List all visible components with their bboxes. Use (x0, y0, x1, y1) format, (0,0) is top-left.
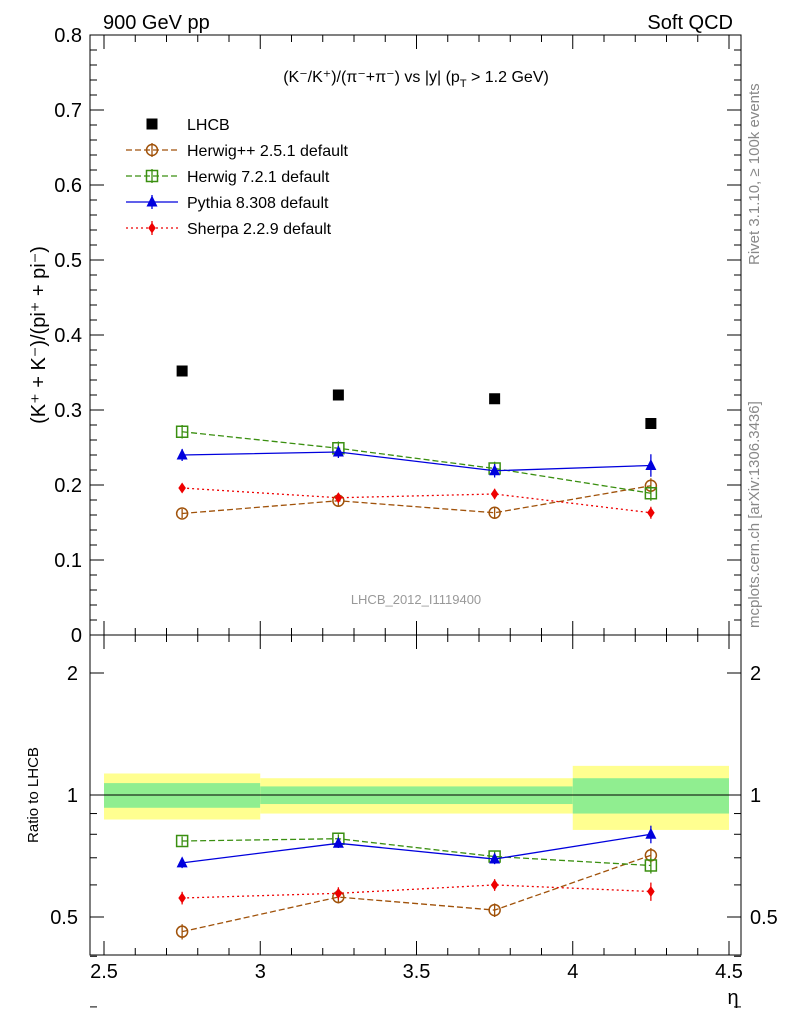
ratio-band-inner (572, 778, 729, 814)
ratio-series (175, 825, 658, 940)
series-line-herwigpp (182, 485, 651, 515)
ratio-ytick-label: 0.5 (50, 907, 78, 929)
point-lhcb (332, 389, 344, 401)
ratio-point-pythia (645, 827, 657, 839)
point-lhcb (645, 418, 657, 429)
point-herwig7 (175, 425, 189, 438)
ratio-series-sherpa (178, 879, 655, 905)
main-ytick-label: 0.7 (54, 100, 82, 122)
x-axis-label: η (727, 987, 738, 1009)
ratio-bands (104, 765, 729, 830)
legend-label-herwig7: Herwig 7.2.1 default (187, 169, 330, 186)
ratio-point-herwigpp (175, 925, 189, 938)
point-pythia (176, 448, 188, 460)
main-ytick-label: 0.4 (54, 325, 82, 347)
ratio-frame (89, 634, 742, 956)
main-series (175, 365, 658, 520)
legend-marker-herwig7 (145, 169, 159, 183)
point-herwig7 (644, 487, 658, 500)
x-tick-label: 3.5 (403, 961, 431, 983)
mcplots-label: mcplots.cern.ch [arXiv:1306.3436] (746, 401, 763, 628)
point-sherpa (647, 507, 655, 519)
x-tick-label: 4.5 (715, 961, 743, 983)
point-herwigpp (175, 507, 189, 520)
watermark: LHCB_2012_I1119400 (351, 592, 481, 607)
header-right: Soft QCD (647, 12, 733, 34)
point-sherpa (334, 492, 343, 504)
ratio-line-herwig7 (182, 838, 651, 867)
ratio-point-sherpa (334, 887, 343, 899)
x-tick-label: 4 (567, 961, 578, 983)
series-line-sherpa (182, 487, 651, 514)
point-sherpa (490, 488, 499, 500)
rivet-label: Rivet 3.1.10, ≥ 100k events (746, 83, 763, 265)
point-pythia (645, 459, 657, 470)
point-sherpa (178, 482, 186, 494)
series-line-herwig7 (182, 431, 651, 494)
legend-label-sherpa: Sherpa 2.2.9 default (187, 221, 332, 238)
main-ytick-label: 0.1 (54, 550, 82, 572)
x-tick-label: 2.5 (90, 961, 118, 983)
ratio-ytick-label-right: 0.5 (750, 907, 778, 929)
main-ytick-label: 0.8 (54, 25, 82, 47)
legend-label-pythia: Pythia 8.308 default (187, 195, 329, 212)
point-pythia (332, 445, 344, 457)
ratio-ytick-label-right: 1 (750, 785, 761, 807)
legend: LHCB Herwig++ 2.5.1 default Herwig 7.2.1 d… (126, 117, 349, 238)
main-ytick-label: 0.6 (54, 175, 82, 197)
ratio-ytick-label: 2 (67, 663, 78, 685)
point-herwigpp (488, 506, 501, 519)
main-ytick-label: 0.2 (54, 475, 82, 497)
series-line-pythia (182, 451, 651, 472)
ratio-axis-ticks: 0.5 0.5 1 1 2 2 2.5 3 3.5 4 4.5 (50, 635, 778, 1008)
main-ytick-label: 0 (71, 625, 82, 647)
header-left: 900 GeV pp (103, 12, 210, 34)
ratio-series-herwig7 (175, 832, 658, 874)
ratio-point-sherpa (647, 885, 655, 897)
main-axis-ticks: 0 0.1 0.2 0.3 0.4 0.5 0.6 0.7 0.8 (54, 25, 741, 647)
main-ytick-label: 0.3 (54, 400, 82, 422)
ratio-point-herwig7 (644, 859, 658, 872)
series-pythia (176, 445, 657, 478)
series-herwigpp (175, 478, 658, 520)
ratio-series-pythia (176, 825, 657, 869)
ratio-line-sherpa (182, 884, 651, 899)
main-title: (K⁻/K⁺)/(π⁻+π⁻) vs |y| (pT > 1.2 GeV) (283, 69, 549, 90)
ratio-series-herwigpp (175, 847, 658, 940)
point-pythia (489, 464, 501, 476)
ratio-point-pythia (332, 836, 344, 848)
legend-label-herwigpp: Herwig++ 2.5.1 default (187, 143, 349, 160)
ratio-point-herwig7 (175, 834, 189, 848)
legend-marker-sherpa (148, 222, 156, 234)
ratio-point-sherpa (490, 879, 499, 891)
main-ytick-label: 0.5 (54, 250, 82, 272)
series-sherpa (178, 482, 655, 519)
ratio-point-herwigpp (488, 903, 501, 917)
ratio-ytick-label: 1 (67, 785, 78, 807)
ratio-panel: 0.5 0.5 1 1 2 2 2.5 3 3.5 4 4.5 Ratio to LHCB η (25, 634, 778, 1009)
point-lhcb (176, 365, 188, 377)
main-ylabel: (K⁺ + K⁻)/(pi⁺ + pi⁻) (28, 246, 50, 424)
ratio-ylabel: Ratio to LHCB (25, 747, 42, 843)
legend-marker-pythia (146, 195, 158, 207)
series-lhcb (176, 365, 657, 429)
ratio-point-pythia (489, 852, 501, 864)
main-panel: LHCB_2012_I1119400 0 0.1 0.2 0.3 0.4 0.5 0.6 0.… (28, 25, 742, 647)
ratio-ytick-label-right: 2 (750, 663, 761, 685)
legend-label-lhcb: LHCB (187, 117, 230, 134)
series-herwig7 (175, 425, 658, 501)
x-tick-label: 3 (255, 961, 266, 983)
point-lhcb (489, 393, 501, 405)
ratio-line-pythia (182, 833, 651, 864)
legend-marker-lhcb (146, 118, 158, 130)
ratio-line-herwigpp (181, 854, 652, 933)
ratio-point-sherpa (178, 892, 186, 904)
ratio-point-pythia (176, 856, 188, 868)
legend-marker-herwigpp (145, 143, 159, 157)
